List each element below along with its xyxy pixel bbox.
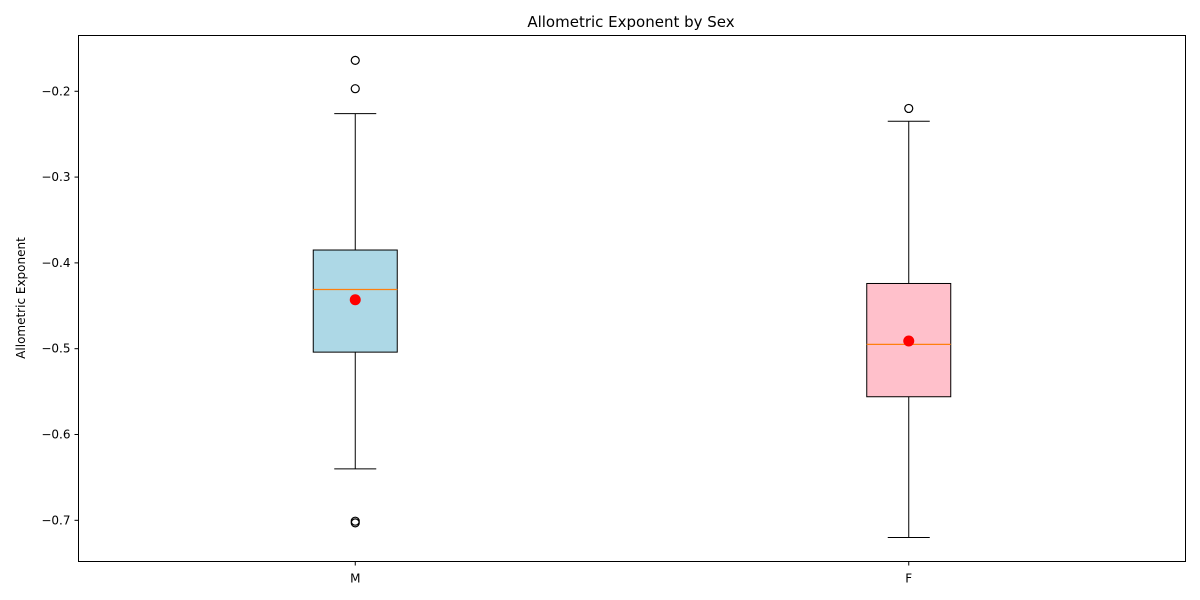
outlier-point	[350, 84, 360, 94]
y-tick-label: −0.3	[41, 170, 70, 184]
mean-marker	[349, 294, 361, 306]
outlier-point	[350, 55, 360, 65]
x-tick-label: M	[350, 572, 360, 586]
y-axis-label: Allometric Exponent	[14, 237, 28, 359]
x-tick-label: F	[905, 572, 912, 586]
y-tick-label: −0.5	[41, 342, 70, 356]
y-tick-label: −0.6	[41, 428, 70, 442]
y-tick-label: −0.7	[41, 513, 70, 527]
box-group-M	[312, 55, 398, 528]
chart-title: Allometric Exponent by Sex	[527, 13, 734, 31]
y-tick-label: −0.2	[41, 84, 70, 98]
y-tick-label: −0.4	[41, 256, 70, 270]
plot-area: −0.7 −0.6 −0.5 −0.4 −0.3 −0.2 M F	[41, 55, 952, 586]
plot-frame	[78, 35, 1186, 562]
outlier-point	[350, 518, 360, 528]
mean-marker	[903, 335, 915, 347]
box-group-F	[866, 103, 952, 538]
outlier-point	[904, 103, 914, 114]
